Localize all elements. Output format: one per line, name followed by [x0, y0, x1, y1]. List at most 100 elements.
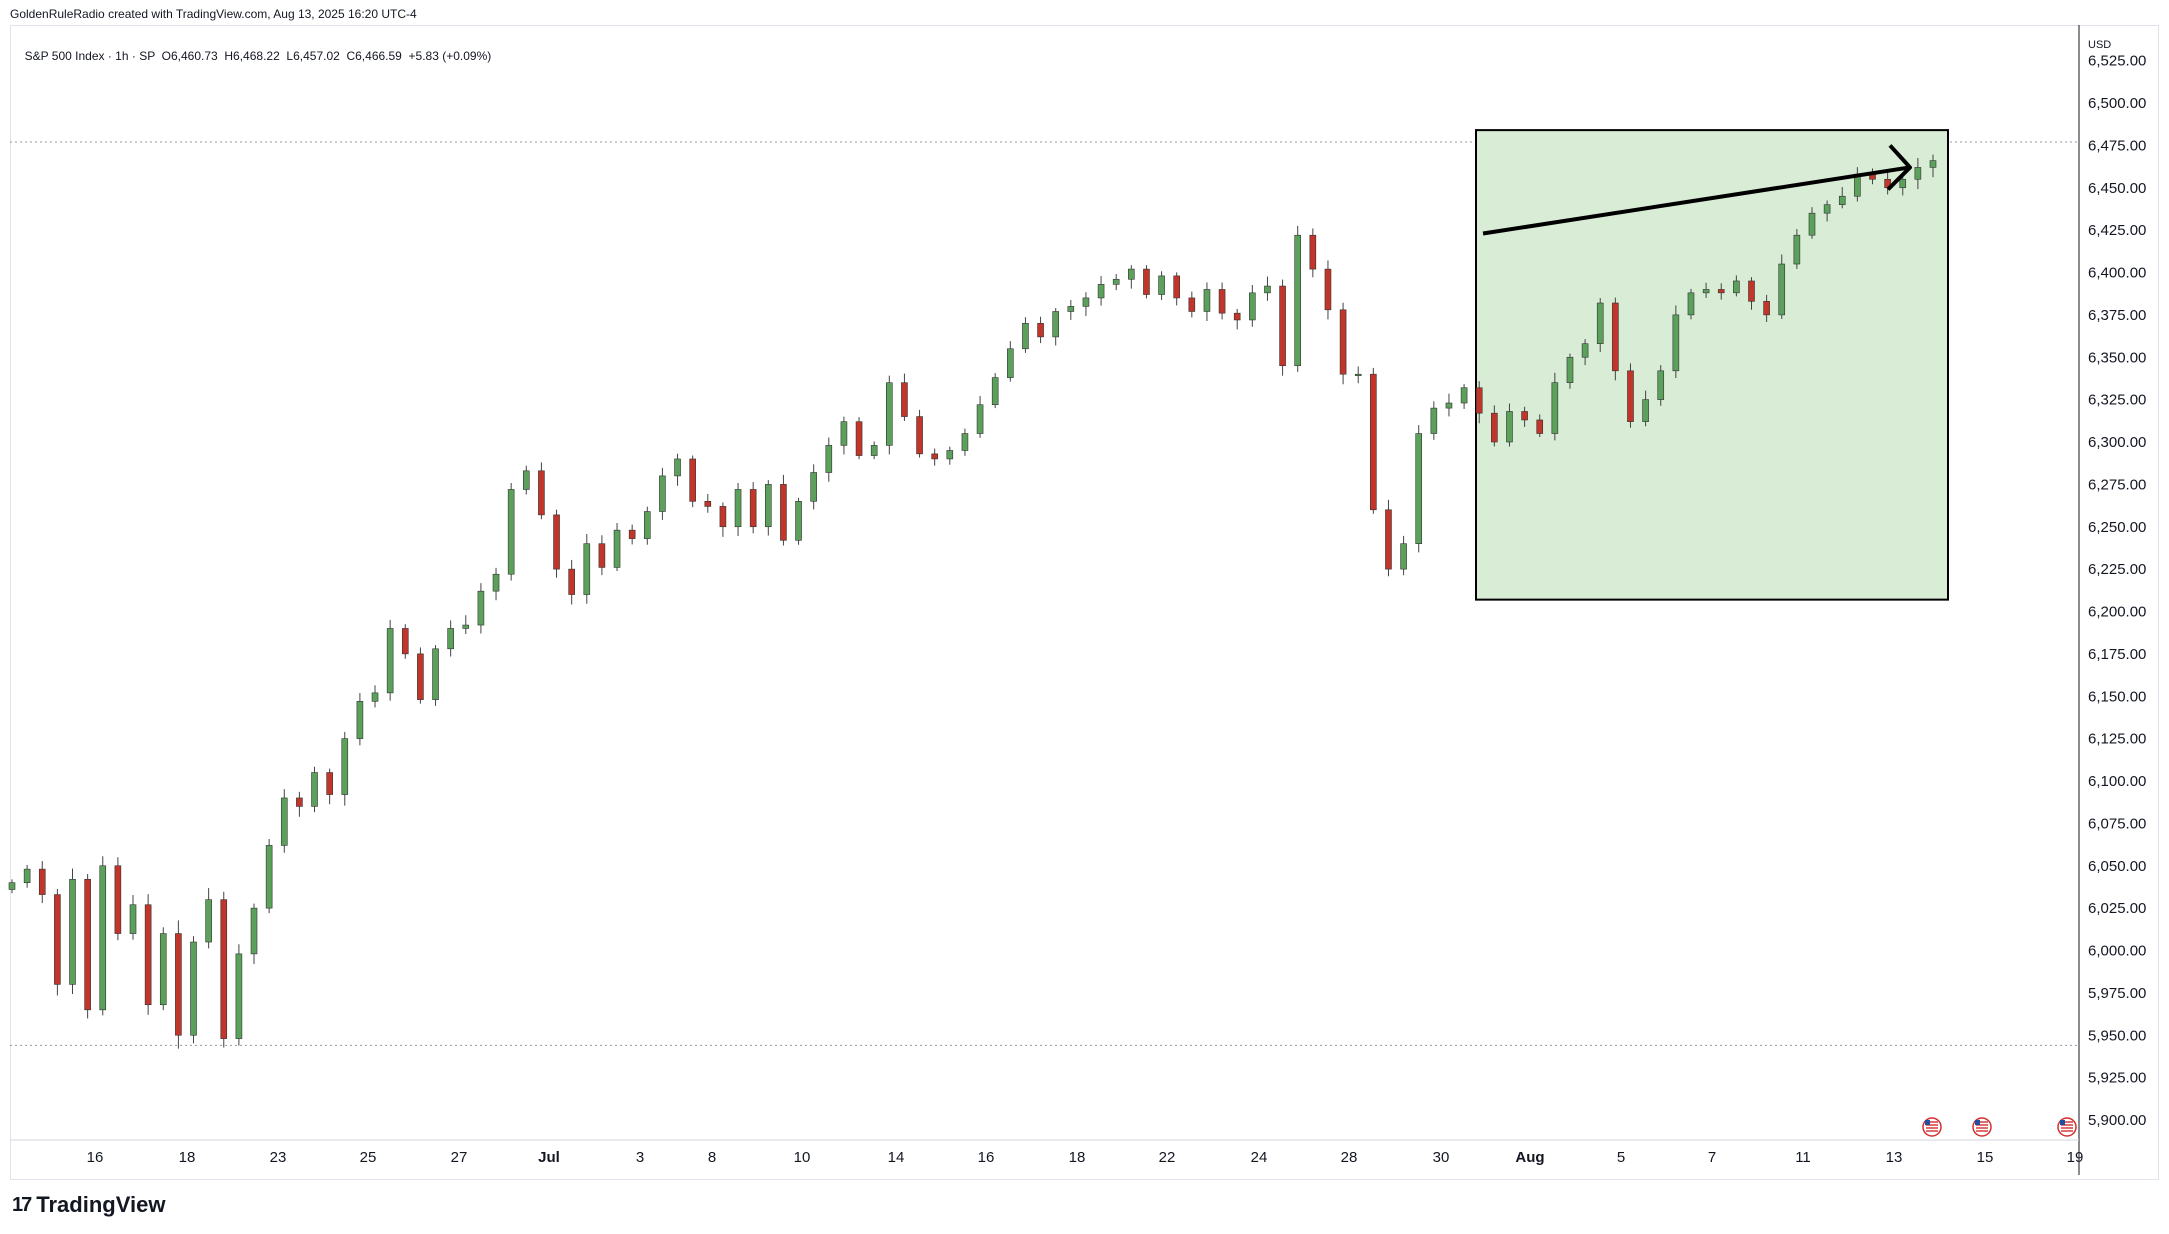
candle[interactable]	[1400, 543, 1407, 570]
candle[interactable]	[1158, 275, 1165, 295]
candle[interactable]	[1642, 399, 1649, 422]
candle[interactable]	[1899, 178, 1907, 189]
candle[interactable]	[1294, 234, 1302, 367]
candle[interactable]	[432, 648, 439, 700]
candle[interactable]	[1037, 323, 1044, 338]
candle[interactable]	[916, 416, 923, 455]
candle[interactable]	[417, 653, 424, 700]
candle[interactable]	[1763, 301, 1770, 316]
candle[interactable]	[1067, 306, 1075, 312]
candle[interactable]	[1536, 419, 1544, 434]
candle[interactable]	[1007, 348, 1014, 378]
candle[interactable]	[1173, 275, 1181, 299]
candle[interactable]	[1717, 289, 1725, 294]
candle[interactable]	[1627, 370, 1634, 422]
candle[interactable]	[1808, 212, 1816, 236]
candle[interactable]	[99, 865, 107, 1011]
candle[interactable]	[1657, 370, 1665, 400]
candle[interactable]	[825, 445, 833, 473]
candle[interactable]	[447, 628, 454, 650]
candle[interactable]	[1778, 263, 1786, 316]
candle[interactable]	[356, 701, 364, 739]
candle[interactable]	[1687, 292, 1695, 316]
candle[interactable]	[280, 797, 288, 846]
candle[interactable]	[1929, 160, 1937, 168]
candle[interactable]	[764, 484, 772, 528]
candle[interactable]	[1249, 292, 1256, 321]
candle[interactable]	[1491, 412, 1498, 443]
candle[interactable]	[1203, 289, 1211, 312]
us-flag-icon[interactable]	[1922, 1117, 1942, 1137]
candle[interactable]	[1415, 433, 1423, 544]
candle[interactable]	[1566, 356, 1574, 383]
candle[interactable]	[583, 543, 591, 595]
candle[interactable]	[1838, 195, 1846, 206]
candle[interactable]	[553, 514, 560, 570]
candle[interactable]	[1823, 204, 1831, 214]
candle[interactable]	[1475, 387, 1483, 414]
candle[interactable]	[54, 894, 61, 985]
candle[interactable]	[235, 953, 243, 1039]
candle[interactable]	[749, 489, 757, 528]
candle[interactable]	[462, 624, 470, 629]
candle[interactable]	[931, 453, 938, 460]
candle[interactable]	[1082, 297, 1090, 307]
candle[interactable]	[795, 501, 802, 541]
candle[interactable]	[689, 458, 696, 502]
candle[interactable]	[129, 904, 137, 934]
candle[interactable]	[1188, 297, 1196, 312]
candle[interactable]	[205, 899, 212, 943]
candle[interactable]	[1324, 268, 1332, 311]
us-flag-icon[interactable]	[1972, 1117, 1992, 1137]
candle[interactable]	[538, 470, 545, 516]
candle[interactable]	[719, 506, 727, 528]
candle[interactable]	[114, 865, 122, 934]
candle[interactable]	[144, 904, 152, 1006]
tradingview-logo[interactable]: 17 TradingView	[12, 1192, 165, 1218]
symbol-legend[interactable]: S&P 500 Index · 1h · SP O6,460.73 H6,468…	[18, 35, 492, 63]
candle[interactable]	[1052, 311, 1059, 338]
candle[interactable]	[175, 933, 182, 1036]
candle[interactable]	[265, 845, 273, 909]
candle[interactable]	[1521, 411, 1528, 421]
candle[interactable]	[250, 907, 258, 955]
candle[interactable]	[628, 529, 636, 539]
candle[interactable]	[613, 529, 621, 568]
candle[interactable]	[704, 501, 712, 507]
candle[interactable]	[780, 484, 787, 541]
candle[interactable]	[568, 568, 575, 595]
candle[interactable]	[598, 543, 606, 568]
candle[interactable]	[901, 382, 908, 417]
highlight-box[interactable]	[1475, 129, 1949, 601]
candle[interactable]	[1112, 278, 1120, 285]
candle[interactable]	[1218, 289, 1226, 314]
trend-arrow-line[interactable]	[1482, 165, 1911, 236]
candle[interactable]	[341, 738, 349, 795]
candle[interactable]	[492, 573, 500, 592]
candle[interactable]	[507, 489, 515, 575]
candle[interactable]	[1581, 343, 1589, 358]
candle[interactable]	[220, 899, 228, 1039]
candle[interactable]	[961, 433, 969, 451]
candle[interactable]	[1914, 167, 1922, 180]
candle[interactable]	[1733, 280, 1740, 294]
candle[interactable]	[1385, 509, 1392, 570]
candle[interactable]	[1506, 411, 1513, 443]
candle[interactable]	[1128, 268, 1135, 280]
candle[interactable]	[477, 590, 485, 626]
candle[interactable]	[1264, 285, 1271, 294]
candle[interactable]	[1309, 234, 1317, 270]
candle[interactable]	[1370, 373, 1377, 511]
candle[interactable]	[84, 879, 91, 1011]
candle[interactable]	[886, 382, 893, 446]
candle[interactable]	[1460, 387, 1468, 404]
candle[interactable]	[1022, 323, 1029, 350]
candle[interactable]	[69, 879, 76, 985]
candle[interactable]	[643, 511, 651, 539]
candle[interactable]	[190, 941, 197, 1036]
candle[interactable]	[855, 421, 863, 456]
chart-frame[interactable]	[10, 25, 2159, 1180]
candle[interactable]	[1612, 302, 1619, 372]
candle[interactable]	[1339, 309, 1347, 375]
candle[interactable]	[1354, 373, 1362, 377]
